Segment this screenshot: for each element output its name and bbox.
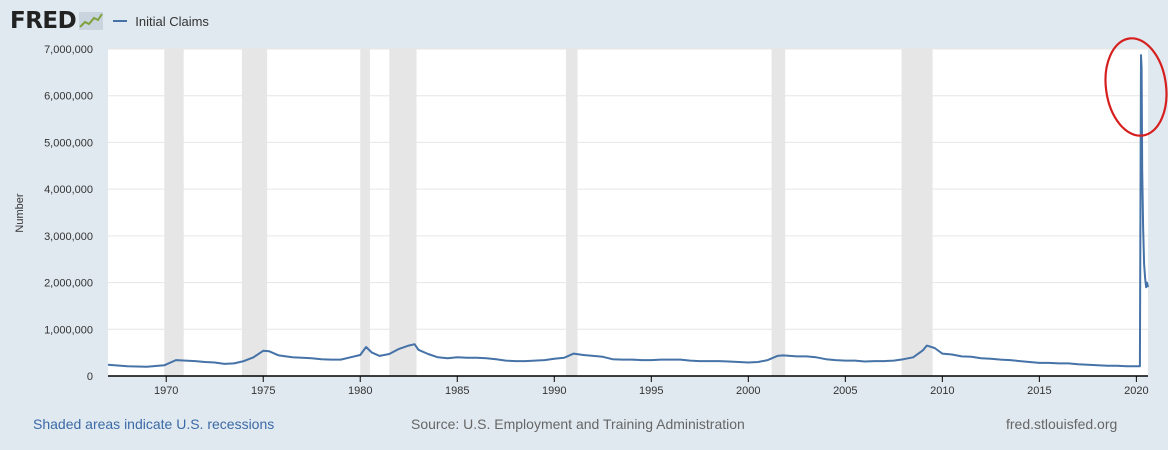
x-tick-label: 2015 [1027, 385, 1051, 397]
y-axis-label: Number [14, 193, 26, 232]
series-layer [107, 54, 1149, 368]
recession-band [241, 49, 268, 376]
chart-header: FRED Initial Claims [10, 6, 209, 36]
x-tick-label: 1985 [445, 385, 469, 397]
x-tick-label: 1995 [639, 385, 663, 397]
legend: Initial Claims [113, 14, 209, 29]
recession-band [389, 49, 417, 376]
fred-logo[interactable]: FRED [10, 8, 77, 34]
recession-bands [164, 49, 933, 376]
y-axis-ticks: 0 1,000,000 2,000,000 3,000,000 4,000,000 5,0… [44, 44, 93, 383]
recession-band [901, 49, 933, 376]
x-tick-label: 2005 [833, 385, 857, 397]
legend-label: Initial Claims [135, 13, 209, 29]
x-tick-label: 1975 [251, 385, 275, 397]
y-tick-label: 2,000,000 [44, 278, 93, 290]
highlight-circle-annotation [1104, 37, 1168, 137]
y-tick-label: 6,000,000 [44, 91, 93, 103]
site-link[interactable]: fred.stlouisfed.org [1006, 416, 1118, 432]
x-tick-label: 1980 [348, 385, 372, 397]
recession-band [771, 49, 786, 376]
x-tick-label: 1990 [542, 385, 566, 397]
source-note: Source: U.S. Employment and Training Adm… [411, 416, 745, 432]
y-tick-label: 4,000,000 [44, 184, 93, 196]
recession-band [360, 49, 370, 376]
x-axis-ticks: 1970 1975 1980 1985 1990 1995 2000 2005 2010 2015… [154, 376, 1149, 397]
y-tick-label: 5,000,000 [44, 137, 93, 149]
y-tick-label: 1,000,000 [44, 324, 93, 336]
line-chart: 0 1,000,000 2,000,000 3,000,000 4,000,000 5,0… [14, 37, 1168, 397]
x-tick-label: 2020 [1124, 385, 1148, 397]
x-tick-label: 1970 [154, 385, 178, 397]
x-tick-label: 2000 [736, 385, 760, 397]
series-line-initial-claims [107, 54, 1149, 368]
recession-band [164, 49, 184, 376]
plot-area [108, 49, 1148, 376]
chart-trend-icon [79, 12, 104, 30]
legend-swatch [113, 20, 128, 22]
recession-note-link[interactable]: Shaded areas indicate U.S. recessions [33, 416, 275, 432]
y-tick-label: 0 [87, 371, 93, 383]
x-tick-label: 2010 [930, 385, 954, 397]
y-tick-label: 3,000,000 [44, 231, 93, 243]
gridlines [108, 48, 1148, 330]
y-tick-label: 7,000,000 [44, 44, 93, 56]
recession-band [565, 49, 578, 376]
